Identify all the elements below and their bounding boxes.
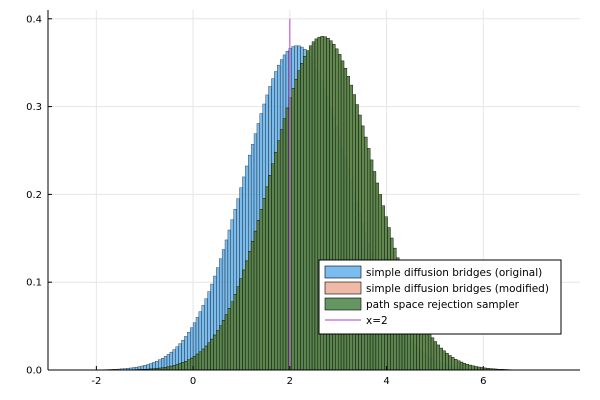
y-tick-label: 0.1 bbox=[26, 278, 42, 289]
histogram-bar bbox=[201, 348, 205, 371]
legend: simple diffusion bridges (original) simp… bbox=[318, 259, 562, 335]
legend-label-vline: x=2 bbox=[366, 315, 388, 327]
histogram-bar bbox=[297, 70, 301, 371]
histogram-bar bbox=[436, 344, 440, 371]
legend-swatch-original bbox=[324, 265, 362, 279]
histogram-bar bbox=[216, 330, 220, 371]
histogram-bar bbox=[262, 198, 266, 371]
histogram-bar bbox=[474, 366, 478, 371]
histogram-bar bbox=[306, 50, 310, 371]
histogram-bar bbox=[219, 325, 223, 371]
histogram-bar bbox=[456, 360, 461, 371]
histogram-bar bbox=[294, 78, 298, 371]
legend-swatch-modified bbox=[324, 281, 362, 295]
histogram-bar bbox=[172, 365, 176, 371]
y-tick-label: 0.4 bbox=[26, 14, 42, 25]
histogram-bar bbox=[448, 355, 452, 371]
axes bbox=[47, 10, 580, 371]
histogram-bar bbox=[256, 220, 261, 371]
x-tick-label: 4 bbox=[383, 376, 389, 387]
histogram-bar bbox=[291, 88, 295, 371]
histogram-bar bbox=[277, 140, 281, 371]
legend-swatch-rejection-sampler bbox=[324, 297, 362, 311]
histogram-bar bbox=[274, 152, 278, 371]
histogram-bar bbox=[239, 278, 243, 371]
histogram-bar bbox=[253, 230, 258, 371]
histogram-bar bbox=[303, 56, 307, 371]
histogram-bar bbox=[459, 361, 464, 371]
x-tick-label: 6 bbox=[480, 376, 486, 387]
histogram-bar bbox=[195, 353, 200, 371]
histogram-bar bbox=[451, 357, 455, 371]
histogram-bar bbox=[221, 320, 226, 371]
histogram-bar bbox=[314, 38, 319, 371]
histogram-bar bbox=[198, 351, 202, 371]
x-tick-label: -2 bbox=[91, 376, 101, 387]
y-tick-label: 0.2 bbox=[26, 190, 42, 201]
histogram-bar bbox=[187, 359, 191, 371]
histogram-bar bbox=[236, 286, 240, 371]
histogram-bar bbox=[181, 362, 185, 371]
histogram-bar bbox=[279, 129, 284, 371]
histogram-bar bbox=[430, 337, 435, 371]
histogram-bar bbox=[245, 260, 249, 371]
histogram-bar bbox=[233, 294, 237, 371]
histogram-bar bbox=[184, 360, 188, 371]
histogram-bar bbox=[442, 350, 446, 371]
legend-label-original: simple diffusion bridges (original) bbox=[366, 267, 542, 279]
histogram-bar bbox=[213, 334, 217, 371]
histogram-bar bbox=[308, 45, 313, 371]
histogram-bar bbox=[300, 63, 304, 371]
y-tick-label: 0.3 bbox=[26, 102, 42, 113]
histogram-bar bbox=[439, 347, 443, 371]
y-tick-label: 0.0 bbox=[26, 366, 42, 377]
legend-label-rejection-sampler: path space rejection sampler bbox=[366, 299, 520, 311]
histogram-bar bbox=[367, 148, 371, 371]
histogram-bar bbox=[230, 301, 234, 371]
histogram-bar bbox=[285, 107, 290, 371]
histogram-bar bbox=[175, 364, 179, 371]
histogram-bar bbox=[259, 209, 263, 371]
histogram-bar bbox=[425, 328, 429, 371]
histogram-bar bbox=[242, 269, 246, 371]
histogram-bar bbox=[268, 175, 272, 371]
histogram-bar bbox=[207, 342, 211, 371]
x-tick-label: 0 bbox=[190, 376, 196, 387]
histogram-bar bbox=[471, 365, 475, 371]
histogram-bar bbox=[227, 308, 231, 371]
histogram-bar bbox=[265, 186, 269, 371]
histogram-bar bbox=[311, 41, 316, 371]
histogram-bar bbox=[250, 241, 255, 371]
legend-label-modified: simple diffusion bridges (modified) bbox=[366, 283, 549, 295]
histogram-bar bbox=[224, 314, 229, 371]
histogram-bar bbox=[271, 163, 275, 371]
histogram-bar bbox=[210, 338, 214, 371]
histogram-bar bbox=[427, 333, 432, 371]
histogram-bar bbox=[445, 353, 449, 371]
histogram-bar bbox=[204, 345, 208, 371]
x-tick-label: 2 bbox=[287, 376, 293, 387]
histogram-bar bbox=[468, 364, 472, 371]
histogram-bar bbox=[248, 251, 252, 371]
histogram-bar bbox=[462, 363, 467, 371]
histogram-bar bbox=[465, 364, 469, 371]
histogram-bar bbox=[454, 359, 458, 371]
histogram-bar bbox=[364, 136, 368, 371]
histogram-bar bbox=[178, 363, 182, 371]
histogram-bar bbox=[169, 365, 173, 371]
histogram-bar bbox=[433, 341, 438, 371]
histogram-bar bbox=[282, 118, 287, 371]
axis-ticks: -2 0 2 4 6 0.0 0.1 0.2 0.3 0.4 bbox=[26, 14, 486, 387]
